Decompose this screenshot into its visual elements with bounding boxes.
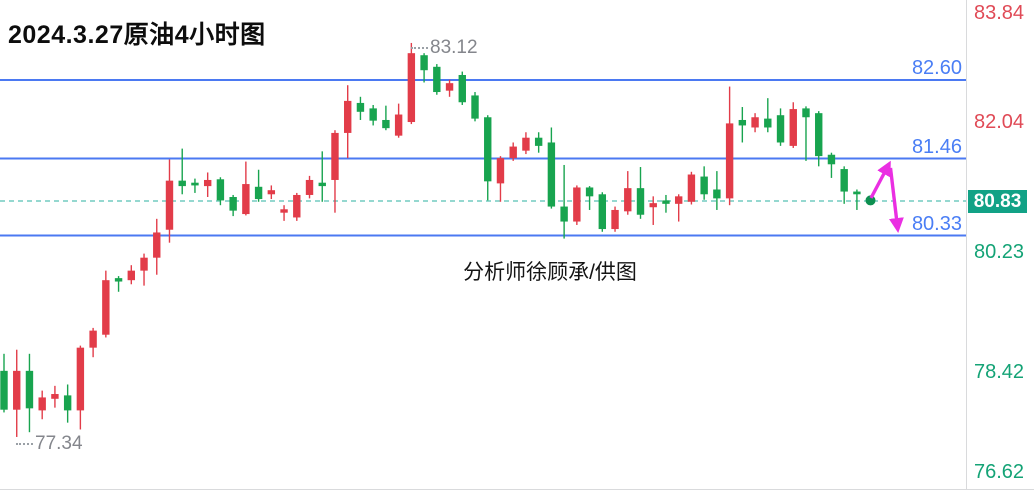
candle-body <box>649 203 657 208</box>
forecast-arrow-up <box>869 160 891 199</box>
candle-body <box>725 123 734 199</box>
candle-body <box>433 66 441 93</box>
candle-body <box>369 108 377 121</box>
candle-body <box>344 100 352 133</box>
candle-body <box>802 108 810 118</box>
candle-body <box>598 194 607 230</box>
candle-body <box>687 174 696 202</box>
analyst-watermark: 分析师徐顾承/供图 <box>463 261 637 284</box>
candle-body <box>51 394 59 399</box>
high-annotation: 83.12 <box>411 37 478 59</box>
candle-body <box>89 330 97 348</box>
candle-body <box>13 370 21 410</box>
candle-body <box>840 169 848 192</box>
candle-body <box>471 95 479 119</box>
candle-body <box>560 206 568 222</box>
candle-body <box>713 189 721 199</box>
chart-title: 2024.3.27原油4小时图 <box>8 21 266 49</box>
candle-body <box>165 180 174 230</box>
candle-body <box>751 117 759 128</box>
dotted-marker-icon <box>16 443 33 445</box>
candle-body <box>853 191 861 195</box>
candle-body <box>305 179 314 195</box>
candle-body <box>522 137 530 151</box>
low-annotation: 77.34 <box>16 433 83 455</box>
candle-body <box>611 209 619 230</box>
candle-body <box>0 370 8 410</box>
candle-body <box>191 182 199 186</box>
candle-body <box>114 278 123 282</box>
y-axis-tick: 76.62 <box>973 461 1025 483</box>
candle-body <box>496 158 505 184</box>
candle-body <box>674 196 683 204</box>
candle-body <box>102 280 110 335</box>
y-axis-tick: 83.84 <box>973 2 1025 24</box>
candle-body <box>127 270 135 281</box>
level-label: 81.46 <box>911 135 962 158</box>
candle-body <box>242 184 250 215</box>
current-price-label: 80.83 <box>973 190 1022 212</box>
candle-body <box>547 142 556 207</box>
candle-body <box>203 179 212 187</box>
candle-body <box>25 370 34 409</box>
candle-body <box>356 102 365 112</box>
candle-body <box>827 154 836 165</box>
dotted-marker-icon <box>411 47 428 49</box>
candle-body <box>76 347 85 411</box>
candle-body <box>394 114 403 136</box>
candle-body <box>229 197 237 211</box>
candle-body <box>573 187 581 222</box>
forecast-arrow-down <box>888 167 904 233</box>
candle-body <box>407 53 416 123</box>
candle-body <box>700 176 708 195</box>
candle-body <box>153 232 161 258</box>
candle-body <box>280 209 288 213</box>
high-annotation-label: 83.12 <box>430 37 478 58</box>
candle-body <box>624 188 632 212</box>
candle-body <box>318 182 326 187</box>
candle-body <box>789 109 797 146</box>
last-price-dot <box>865 195 876 206</box>
candle-body <box>445 83 454 91</box>
low-annotation-label: 77.34 <box>35 433 83 454</box>
candle-body <box>662 200 670 204</box>
y-axis-tick: 80.23 <box>973 241 1025 263</box>
candle-body <box>38 397 46 411</box>
candle-body <box>293 194 301 218</box>
candle-body <box>382 119 390 129</box>
current-price-box: 80.83 <box>968 190 1027 213</box>
candle-body <box>738 119 747 126</box>
candle-body <box>331 132 339 180</box>
level-label: 82.60 <box>911 57 962 79</box>
candle-body <box>458 74 466 103</box>
candle-body <box>254 186 263 200</box>
candle-body <box>63 395 72 411</box>
candle-body <box>420 55 428 71</box>
candle-body <box>178 180 186 187</box>
candle-body <box>636 188 645 215</box>
y-axis-tick: 82.04 <box>973 111 1025 133</box>
candle-body <box>776 115 785 143</box>
candle-body <box>140 257 148 271</box>
candle-body <box>509 146 517 159</box>
candle-body <box>484 117 492 182</box>
candle-body <box>216 179 225 201</box>
level-label: 80.33 <box>911 212 962 235</box>
candle-body <box>534 137 543 146</box>
candle-body <box>764 118 772 128</box>
candle-body <box>585 187 594 197</box>
candle-body <box>815 113 823 157</box>
y-axis-tick: 78.42 <box>973 361 1025 383</box>
candle-body <box>267 190 276 195</box>
